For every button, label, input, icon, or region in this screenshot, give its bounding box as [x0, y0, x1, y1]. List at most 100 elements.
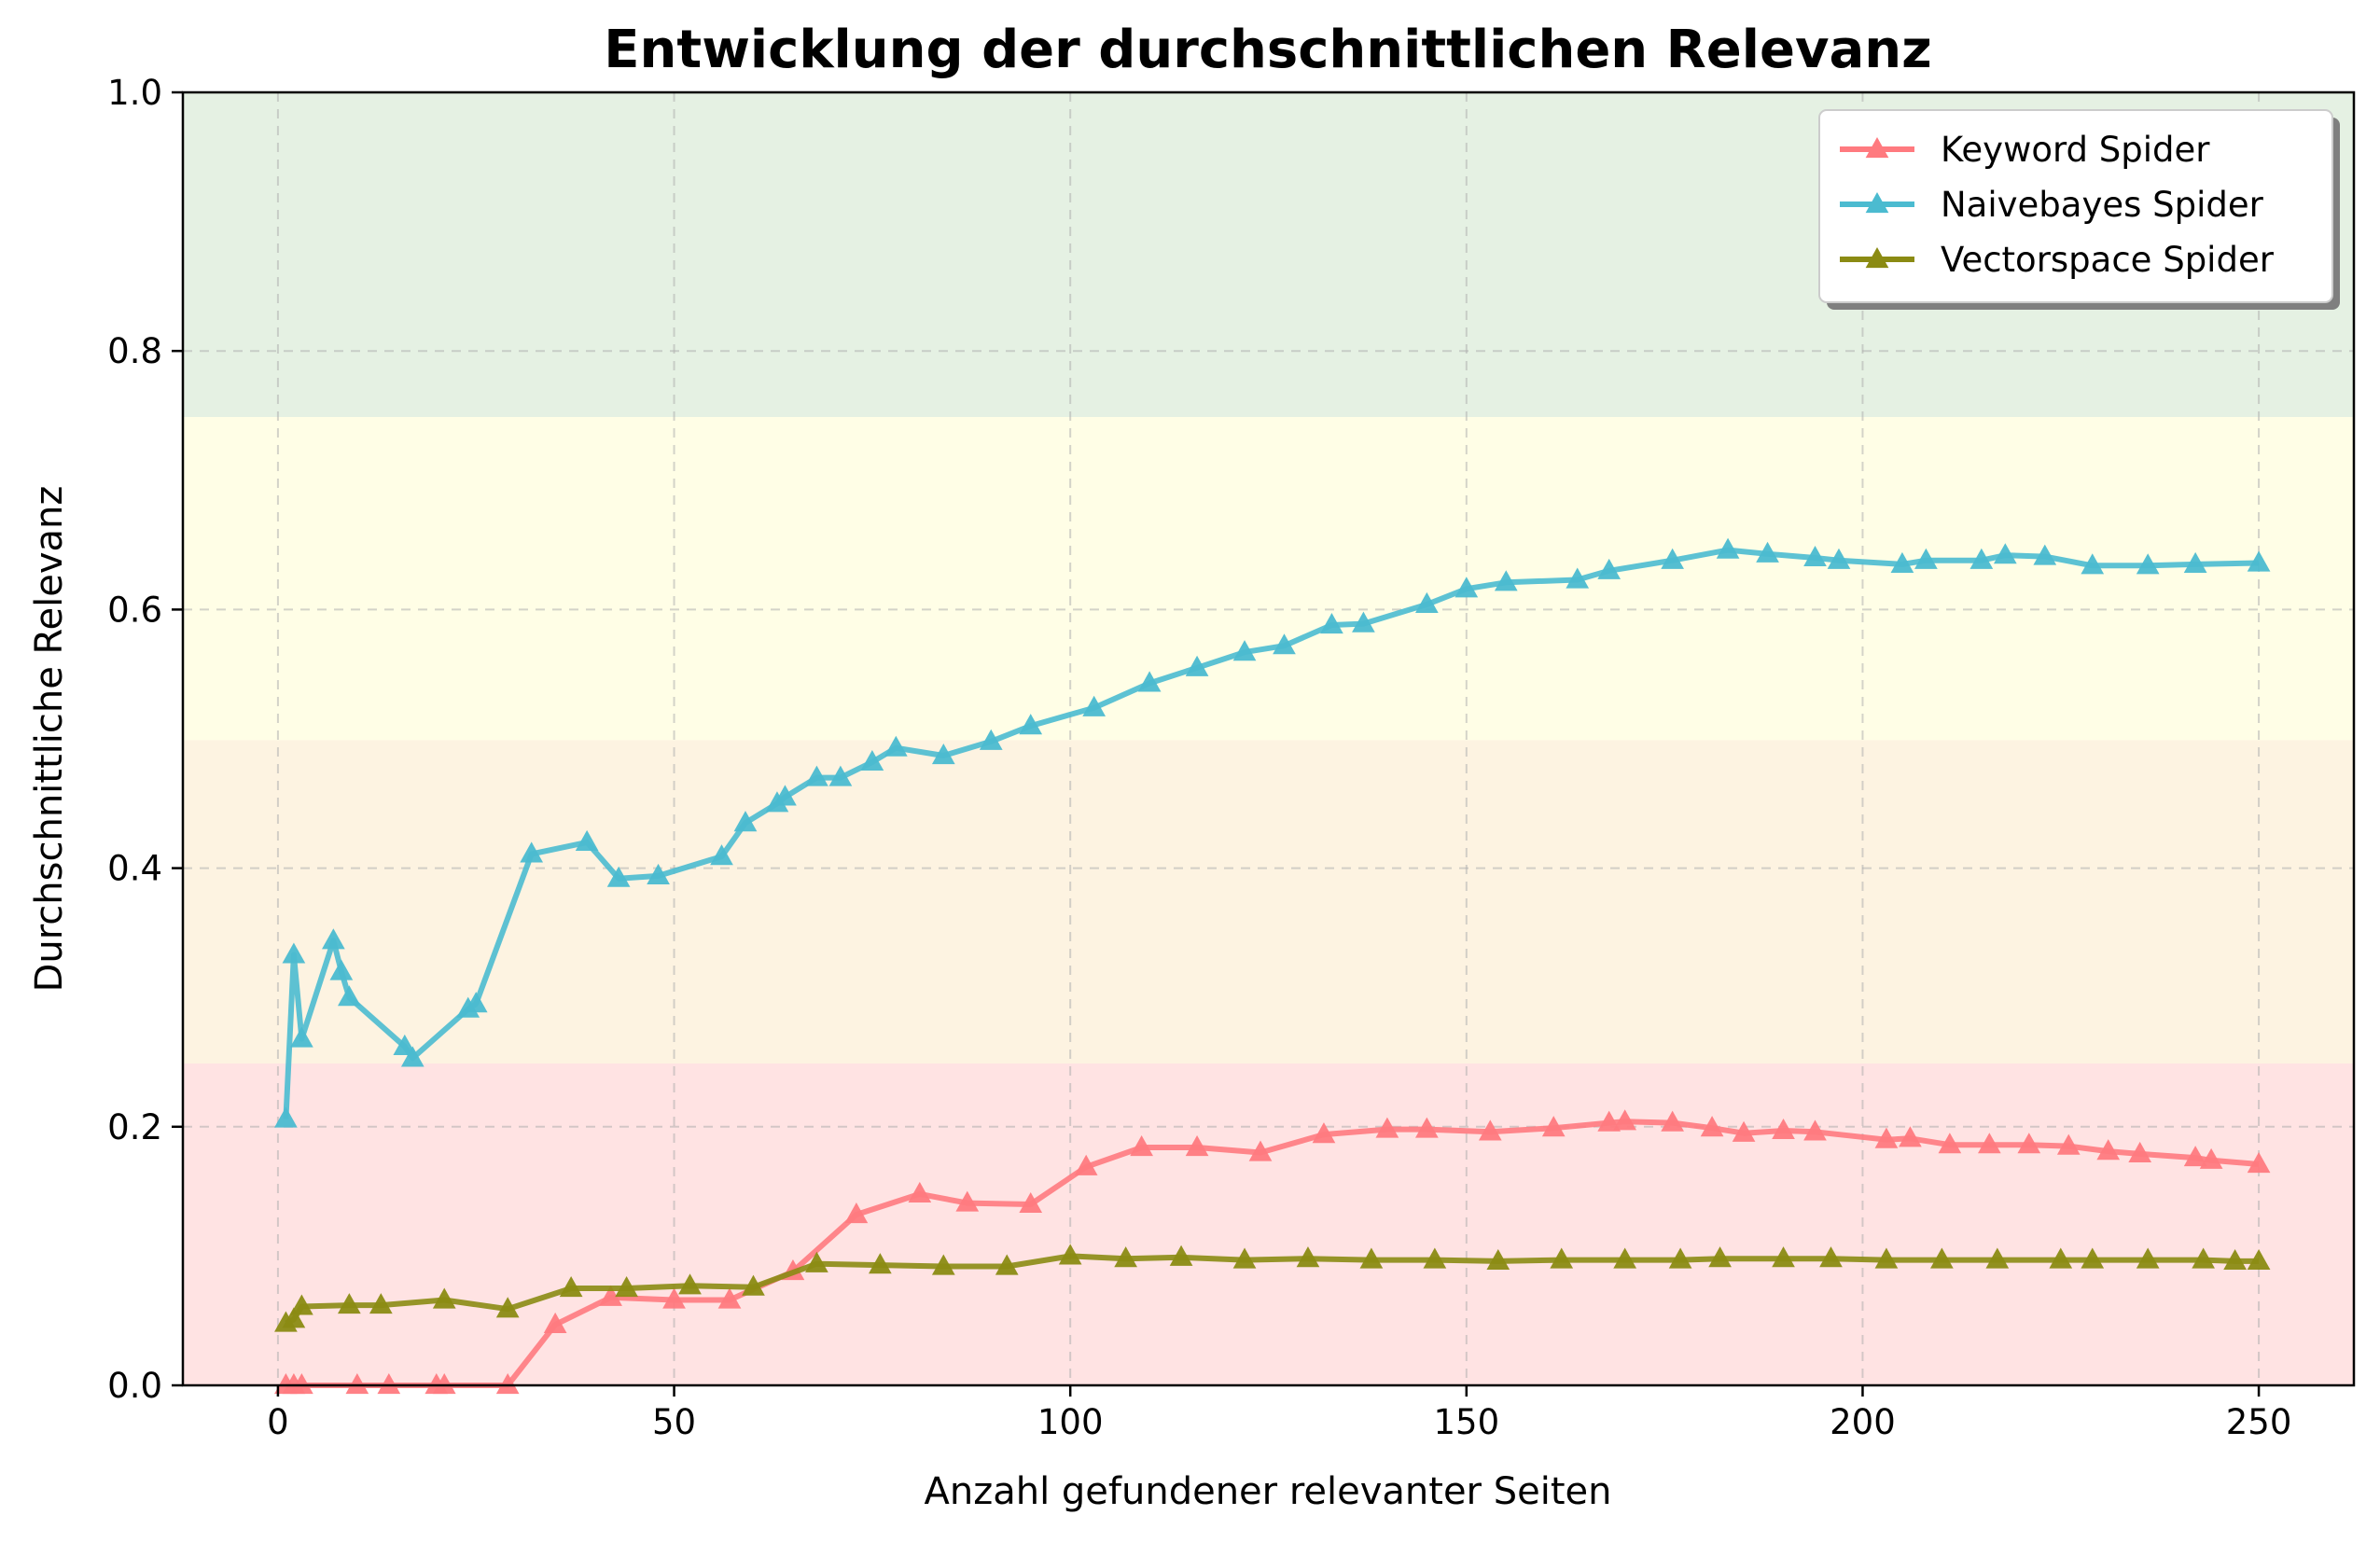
legend-label: Naivebayes Spider	[1941, 185, 2264, 225]
data-point	[322, 928, 345, 950]
data-point	[828, 765, 853, 786]
data-point	[1019, 714, 1043, 735]
data-point	[1415, 1117, 1439, 1138]
data-point	[1312, 1122, 1336, 1144]
data-point	[1058, 1244, 1082, 1265]
data-point	[1914, 548, 1938, 569]
data-point	[869, 1253, 892, 1274]
data-point	[400, 1046, 425, 1067]
data-point	[1613, 1109, 1637, 1131]
data-point	[1019, 1191, 1043, 1214]
y-axis-ticks: 0.0 0.2 0.4 0.6 0.8 1.0	[107, 73, 183, 1406]
data-point	[1597, 1110, 1621, 1132]
data-point	[1756, 541, 1779, 563]
data-point	[1082, 695, 1106, 716]
series-line	[285, 1253, 2260, 1327]
data-point	[1185, 1134, 1209, 1157]
data-point	[844, 1202, 869, 1224]
x-tick-label: 200	[1830, 1402, 1896, 1442]
x-tick-label: 150	[1434, 1402, 1500, 1442]
y-tick-label: 0.4	[107, 849, 162, 889]
data-point	[1359, 1247, 1384, 1269]
data-point	[2247, 1151, 2271, 1174]
data-point	[1772, 1246, 1795, 1268]
data-point	[2223, 1248, 2247, 1271]
data-point	[1486, 1248, 1510, 1271]
y-tick-label: 0.8	[107, 331, 162, 371]
data-point	[290, 1026, 313, 1048]
data-point	[955, 1190, 980, 1212]
y-tick-label: 0.0	[107, 1366, 162, 1406]
data-point	[717, 1287, 742, 1309]
data-point	[1874, 1127, 1899, 1148]
data-point	[710, 844, 733, 866]
data-point	[1478, 1119, 1502, 1141]
x-tick-label: 0	[267, 1402, 289, 1442]
data-point	[2056, 1133, 2081, 1155]
data-point	[1661, 1110, 1684, 1132]
data-point	[1114, 1246, 1137, 1268]
data-point	[1938, 1133, 1962, 1154]
data-point	[1899, 1126, 1922, 1147]
data-point	[1423, 1247, 1447, 1269]
data-point	[520, 841, 544, 863]
data-point	[1375, 1117, 1399, 1138]
data-point	[805, 1251, 828, 1272]
data-point	[1993, 543, 2017, 564]
data-point	[884, 735, 908, 757]
data-point	[543, 1312, 567, 1333]
data-point	[559, 1276, 583, 1298]
data-point	[1890, 551, 1914, 573]
data-point	[2096, 1139, 2121, 1161]
data-point	[290, 1373, 313, 1395]
data-point	[2081, 553, 2105, 575]
data-point	[2033, 544, 2057, 565]
data-point	[1550, 1247, 1574, 1269]
data-point	[1977, 1133, 2001, 1154]
chart-title: Entwicklung der durchschnittlichen Relev…	[604, 20, 1931, 80]
data-point	[464, 992, 488, 1013]
data-point	[662, 1287, 686, 1309]
data-point	[2128, 1141, 2152, 1163]
data-point	[606, 866, 631, 887]
series-layer	[274, 537, 2271, 1395]
data-point	[2136, 1247, 2160, 1269]
x-tick-label: 50	[652, 1402, 696, 1442]
data-point	[1708, 1246, 1732, 1268]
data-point	[2081, 1247, 2105, 1269]
data-point	[599, 1285, 622, 1306]
data-point	[337, 985, 361, 1007]
data-point	[329, 959, 354, 980]
data-point	[1541, 1116, 1566, 1137]
data-point	[647, 863, 670, 885]
data-point	[2183, 551, 2207, 573]
data-point	[1320, 613, 1343, 634]
data-point	[1613, 1247, 1637, 1269]
x-axis-label: Anzahl gefundener relevanter Seiten	[925, 1470, 1612, 1513]
y-axis-label: Durchschnittliche Relevanz	[28, 486, 71, 993]
data-point	[995, 1254, 1019, 1275]
data-point	[2247, 1248, 2271, 1271]
data-point	[1415, 591, 1439, 613]
data-point	[377, 1373, 401, 1395]
data-point	[1772, 1118, 1795, 1140]
data-point	[575, 829, 599, 851]
data-point	[1985, 1247, 2010, 1269]
data-point	[1454, 577, 1479, 598]
data-point	[432, 1373, 456, 1395]
data-point	[282, 1307, 306, 1328]
legend-swatch-marker	[1865, 137, 1889, 159]
data-point	[733, 811, 758, 832]
data-point	[1827, 548, 1851, 569]
data-point	[2192, 1247, 2215, 1269]
data-point	[908, 1181, 932, 1202]
data-point	[1232, 1247, 1257, 1269]
data-point	[1074, 1154, 1098, 1175]
data-point	[345, 1373, 369, 1395]
data-point	[337, 1293, 361, 1314]
band-0	[183, 1062, 2354, 1385]
data-point	[393, 1034, 417, 1055]
series-0	[274, 1109, 2271, 1395]
legend-swatch-marker	[1865, 247, 1889, 269]
